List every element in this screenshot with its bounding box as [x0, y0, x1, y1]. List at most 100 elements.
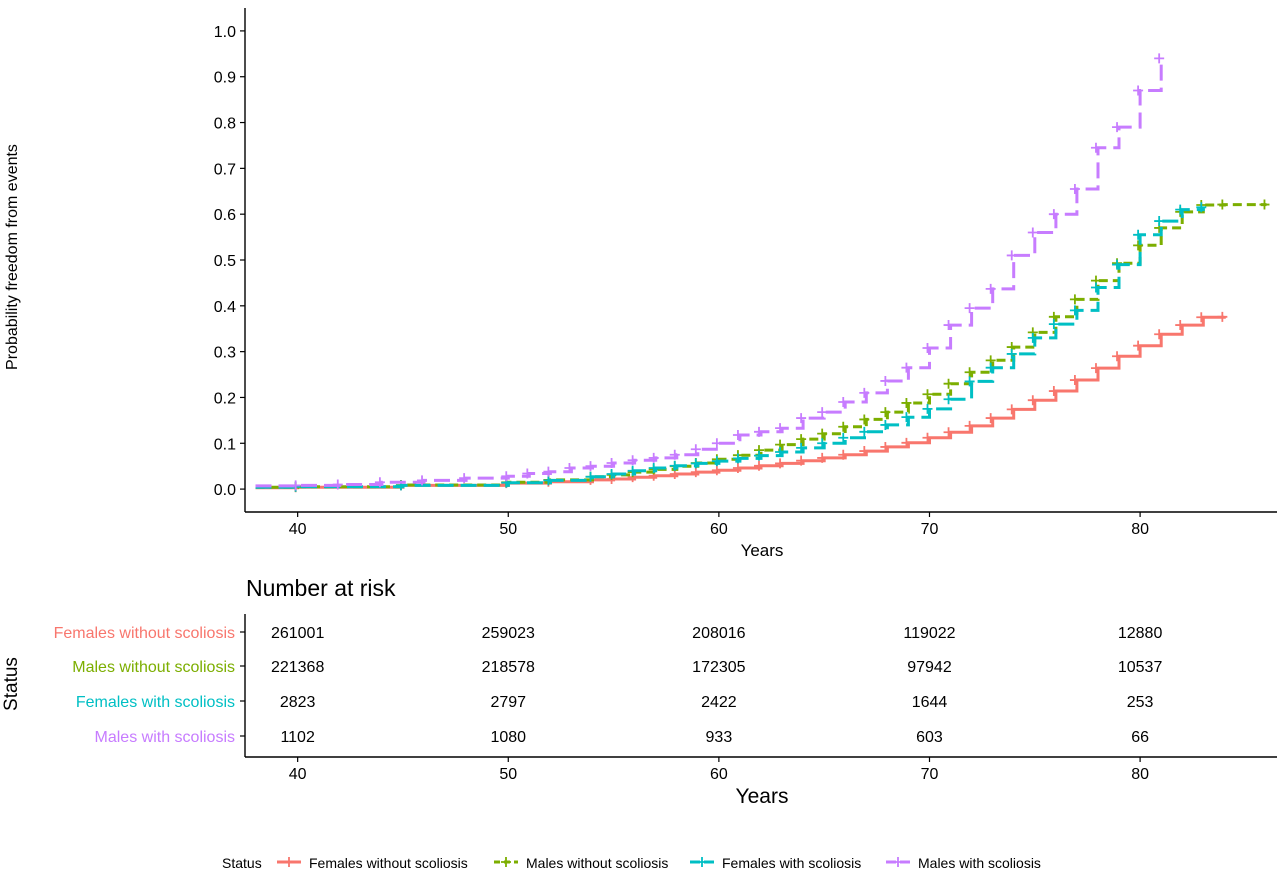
- censor-mark-males-with-scoliosis: [796, 413, 807, 424]
- censor-mark-males-with-scoliosis: [838, 397, 849, 408]
- censor-mark-females-without-scoliosis: [964, 420, 975, 431]
- censor-mark-males-with-scoliosis: [880, 375, 891, 386]
- censor-mark-females-without-scoliosis: [754, 460, 764, 471]
- legend: Status Females without scoliosis Males wi…: [222, 855, 1041, 870]
- censor-mark-females-with-scoliosis: [585, 471, 596, 482]
- censor-mark-females-with-scoliosis: [1175, 204, 1186, 215]
- risk-x-tick-label: 60: [710, 766, 728, 783]
- risk-x-axis-title: Years: [736, 785, 789, 808]
- censor-mark-males-with-scoliosis: [290, 480, 301, 491]
- x-tick-label: 50: [499, 521, 517, 538]
- censor-mark-males-with-scoliosis: [775, 423, 786, 434]
- censor-mark-females-with-scoliosis: [880, 419, 891, 430]
- x-tick-label: 70: [921, 521, 939, 538]
- censor-mark-females-without-scoliosis: [1154, 329, 1165, 340]
- censor-mark-females-without-scoliosis: [1090, 363, 1101, 374]
- censor-mark-males-without-scoliosis: [1133, 240, 1144, 251]
- censor-mark-males-with-scoliosis: [374, 477, 385, 488]
- risk-x-tick-label: 50: [499, 766, 517, 783]
- risk-cell: 2422: [701, 694, 737, 711]
- censor-mark-females-with-scoliosis: [606, 468, 617, 479]
- censor-mark-males-with-scoliosis: [522, 468, 533, 479]
- censor-mark-females-with-scoliosis: [964, 376, 975, 387]
- y-axis-ticks: 0.0 0.1 0.2 0.3 0.4 0.5 0.6 0.7 0.8 0.9 1.0: [214, 24, 245, 499]
- censor-mark-males-with-scoliosis: [985, 283, 996, 294]
- censor-mark-females-with-scoliosis: [1027, 332, 1038, 343]
- risk-table: Number at risk Status Females without sc…: [1, 575, 1277, 808]
- censor-mark-females-with-scoliosis: [627, 465, 638, 476]
- risk-x-axis-ticks: 40 50 60 70 80: [289, 757, 1149, 783]
- x-axis-ticks: 40 50 60 70 80: [289, 512, 1149, 538]
- censor-mark-males-without-scoliosis: [1217, 199, 1228, 210]
- risk-cell: 66: [1131, 729, 1149, 746]
- censor-mark-females-without-scoliosis: [1175, 320, 1186, 331]
- censor-mark-females-without-scoliosis: [1217, 311, 1228, 322]
- risk-cell: 119022: [903, 625, 955, 642]
- censor-mark-males-with-scoliosis: [1112, 122, 1123, 133]
- y-tick-label: 0.5: [214, 253, 236, 270]
- censor-mark-females-with-scoliosis: [543, 475, 554, 486]
- censor-mark-females-without-scoliosis: [1027, 395, 1038, 406]
- legend-items: Females without scoliosis Males without s…: [277, 855, 1041, 870]
- censor-mark-males-with-scoliosis: [501, 471, 512, 482]
- censor-mark-females-without-scoliosis: [711, 465, 722, 476]
- legend-key-cross-males-with-scoliosis: [893, 857, 903, 867]
- y-tick-label: 0.3: [214, 345, 236, 362]
- censor-mark-females-without-scoliosis: [1133, 340, 1144, 351]
- risk-cell: 259023: [482, 625, 535, 642]
- censor-mark-females-with-scoliosis: [1196, 202, 1207, 213]
- risk-row-labels: Females without scoliosis Males without s…: [54, 625, 245, 746]
- censor-mark-males-with-scoliosis: [648, 452, 659, 463]
- censor-mark-females-without-scoliosis: [1048, 386, 1059, 397]
- censor-mark-males-with-scoliosis: [1154, 53, 1165, 64]
- risk-row-label: Females with scoliosis: [76, 694, 235, 711]
- censor-mark-females-without-scoliosis: [732, 463, 743, 474]
- legend-label: Females without scoliosis: [309, 855, 468, 870]
- risk-cell: 10537: [1118, 659, 1163, 676]
- censor-mark-females-with-scoliosis: [1112, 259, 1123, 270]
- censor-mark-females-without-scoliosis: [1069, 375, 1080, 386]
- risk-row-label: Females without scoliosis: [54, 625, 235, 642]
- censor-mark-females-without-scoliosis: [901, 437, 912, 448]
- risk-cell: 97942: [907, 659, 952, 676]
- censor-mark-females-with-scoliosis: [648, 463, 659, 474]
- censor-mark-females-with-scoliosis: [922, 403, 933, 414]
- y-tick-label: 0.0: [214, 482, 236, 499]
- censor-mark-females-without-scoliosis: [817, 452, 828, 463]
- risk-cell: 1080: [490, 729, 526, 746]
- series-layer: [255, 53, 1270, 493]
- censor-mark-males-with-scoliosis: [417, 475, 428, 486]
- y-tick-label: 0.1: [214, 436, 236, 453]
- censor-mark-females-without-scoliosis: [1112, 351, 1123, 362]
- censor-mark-males-with-scoliosis: [1069, 183, 1080, 194]
- censor-mark-males-with-scoliosis: [332, 479, 343, 490]
- x-axis-title: Years: [741, 541, 784, 560]
- legend-title: Status: [222, 855, 262, 870]
- censor-mark-females-without-scoliosis: [775, 458, 786, 469]
- censor-mark-females-with-scoliosis: [754, 450, 764, 461]
- censor-mark-females-with-scoliosis: [1133, 229, 1144, 240]
- censor-mark-females-with-scoliosis: [796, 442, 807, 453]
- y-axis-title: Probability freedom from events: [4, 144, 21, 370]
- risk-cell: 208016: [692, 625, 745, 642]
- censor-mark-females-with-scoliosis: [985, 362, 996, 373]
- censor-mark-males-without-scoliosis: [964, 367, 975, 378]
- censor-mark-females-with-scoliosis: [669, 460, 680, 471]
- risk-cell: 603: [916, 729, 943, 746]
- risk-cell: 218578: [482, 659, 535, 676]
- censor-mark-females-without-scoliosis: [943, 427, 954, 438]
- censor-mark-males-without-scoliosis: [943, 378, 954, 389]
- legend-label: Females with scoliosis: [722, 855, 861, 870]
- censor-mark-females-with-scoliosis: [943, 394, 954, 405]
- y-tick-label: 0.4: [214, 299, 236, 316]
- risk-row-label: Males without scoliosis: [72, 659, 235, 676]
- censor-mark-males-with-scoliosis: [1048, 209, 1059, 220]
- censor-mark-females-with-scoliosis: [1006, 348, 1017, 359]
- risk-cell: 933: [706, 729, 733, 746]
- censor-mark-males-with-scoliosis: [459, 473, 470, 484]
- censor-mark-males-with-scoliosis: [627, 455, 638, 466]
- y-tick-label: 1.0: [214, 24, 236, 41]
- legend-label: Males with scoliosis: [918, 855, 1041, 870]
- x-tick-label: 40: [289, 521, 307, 538]
- censor-mark-females-without-scoliosis: [880, 441, 891, 452]
